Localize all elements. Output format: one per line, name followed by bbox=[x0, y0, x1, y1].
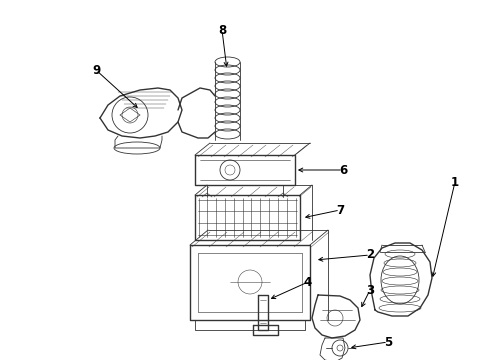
Text: 5: 5 bbox=[384, 336, 392, 348]
Text: 1: 1 bbox=[451, 175, 459, 189]
Text: 3: 3 bbox=[366, 284, 374, 297]
Text: 7: 7 bbox=[336, 203, 344, 216]
Text: 6: 6 bbox=[339, 163, 347, 176]
Text: 9: 9 bbox=[92, 63, 100, 77]
Text: 2: 2 bbox=[366, 248, 374, 261]
Text: 8: 8 bbox=[218, 23, 226, 36]
Text: 4: 4 bbox=[304, 275, 312, 288]
